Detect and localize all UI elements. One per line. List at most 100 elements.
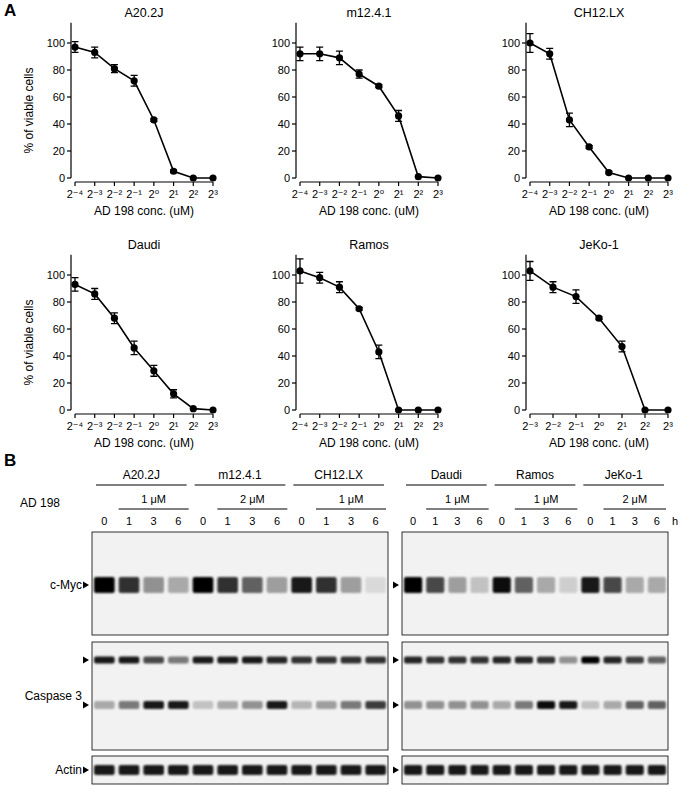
x-tick: [418, 182, 419, 186]
y-tick: [292, 409, 296, 410]
band: [168, 577, 189, 593]
band: [537, 701, 555, 709]
y-tick: [292, 177, 296, 178]
error-bar: [91, 47, 98, 58]
x-tick-label: 2⁻²: [107, 188, 123, 200]
band: [448, 657, 466, 664]
x-axis-label: AD 198 conc. (uM): [94, 204, 194, 218]
band: [537, 657, 555, 664]
band-arrowhead: [83, 702, 89, 709]
x-tick-label: 2⁻³: [522, 420, 538, 432]
row-label: Actin: [55, 763, 82, 777]
error-cap: [336, 64, 343, 65]
x-tick-label: 2¹: [169, 420, 179, 432]
x-tick-label: 2⁻⁴: [522, 188, 539, 200]
error-bar: [356, 70, 363, 78]
y-tick-label: 40: [278, 350, 290, 362]
y-tick: [522, 177, 526, 178]
point: [586, 143, 593, 150]
band: [316, 657, 337, 664]
x-tick: [667, 414, 668, 418]
y-tick-label: 80: [508, 64, 520, 76]
y-axis: [295, 23, 296, 178]
line: [530, 271, 668, 410]
time-label: 1: [323, 515, 329, 527]
time-label: 3: [249, 515, 255, 527]
error-cap: [91, 288, 98, 289]
error-cap: [150, 376, 157, 377]
band: [493, 701, 511, 709]
band: [143, 765, 164, 775]
band: [626, 701, 644, 709]
point: [316, 274, 323, 281]
x-axis-label: AD 198 conc. (uM): [94, 436, 194, 450]
time-label: 6: [565, 515, 571, 527]
y-axis: [70, 255, 71, 410]
y-axis: [525, 23, 526, 178]
time-label: 1: [432, 515, 438, 527]
error-bar: [527, 34, 534, 53]
chart-title: m12.4.1: [346, 6, 391, 20]
x-tick-label: 2¹: [394, 188, 404, 200]
point: [296, 50, 303, 57]
band: [193, 701, 214, 709]
point: [316, 50, 323, 57]
time-label: 6: [654, 515, 660, 527]
plot-data: [71, 42, 216, 182]
band: [515, 657, 533, 664]
blot-membrane: [92, 532, 388, 635]
x-tick: [74, 414, 75, 418]
error-bar: [111, 313, 118, 324]
cell-line-label: Ramos: [516, 468, 554, 482]
band: [404, 577, 422, 593]
x-tick: [621, 414, 622, 418]
error-bar: [111, 65, 118, 73]
point: [434, 174, 441, 181]
point: [605, 169, 612, 176]
error-cap: [573, 303, 580, 304]
x-tick-label: 2³: [208, 188, 218, 200]
y-tick: [292, 69, 296, 70]
y-tick-label: 100: [47, 37, 65, 49]
x-axis: [530, 181, 668, 182]
x-tick: [94, 414, 95, 418]
x-tick: [319, 182, 320, 186]
error-cap: [573, 289, 580, 290]
x-tick-label: 2¹: [624, 188, 634, 200]
y-tick: [522, 328, 526, 329]
panel-label: B: [4, 451, 16, 470]
x-tick-label: 2⁰: [604, 188, 615, 200]
y-tick-label: 60: [278, 323, 290, 335]
x-tick: [418, 414, 419, 418]
point: [595, 315, 602, 322]
y-tick: [522, 355, 526, 356]
point: [190, 405, 197, 412]
y-tick-label: 80: [278, 296, 290, 308]
chart-title: Daudi: [128, 238, 161, 252]
point: [131, 344, 138, 351]
dose-label: 1 μM: [339, 493, 364, 505]
time-label: 6: [274, 515, 280, 527]
group-underline: [583, 484, 664, 485]
point: [375, 348, 382, 355]
band: [217, 657, 238, 664]
band: [119, 577, 140, 593]
x-tick: [437, 182, 438, 186]
y-tick: [292, 123, 296, 124]
error-cap: [72, 277, 79, 278]
plot-data: [71, 278, 216, 414]
x-tick-label: 2³: [433, 420, 443, 432]
error-bar: [150, 365, 157, 376]
band-arrowhead: [393, 657, 399, 664]
y-tick-label: 20: [53, 145, 65, 157]
point: [209, 406, 216, 413]
error-cap: [336, 281, 343, 282]
x-tick: [552, 414, 553, 418]
band: [426, 701, 444, 709]
band: [581, 577, 599, 593]
x-tick: [667, 182, 668, 186]
x-tick: [589, 182, 590, 186]
error-cap: [72, 41, 79, 42]
time-label: 3: [151, 515, 157, 527]
point: [111, 65, 118, 72]
